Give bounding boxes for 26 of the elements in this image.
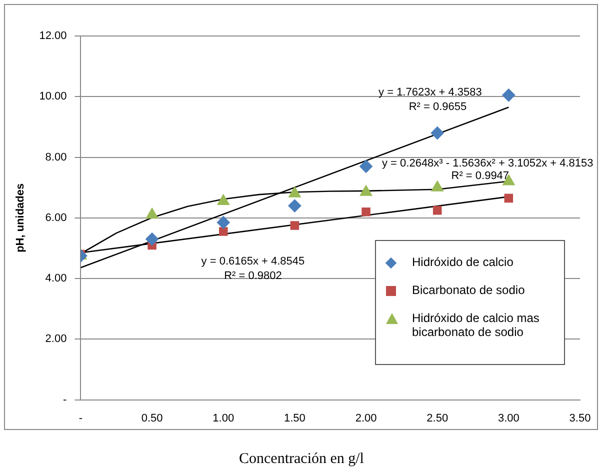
y-tick-label: 12.00 [39, 30, 67, 42]
x-tick-label: 2.50 [426, 412, 448, 424]
y-tick-label: 6.00 [45, 212, 67, 224]
y-tick-label: - [63, 394, 68, 406]
legend-label: Hidróxido de calcio [412, 255, 514, 269]
x-tick-label: 3.50 [569, 412, 591, 424]
y-tick-label: 4.00 [45, 272, 67, 285]
legend-label: Bicarbonato de sodio [412, 283, 525, 297]
x-tick-label: 2.00 [355, 412, 377, 424]
annotation: y = 1.7623x + 4.3583 [378, 86, 482, 98]
x-tick-label: 1.00 [212, 412, 234, 424]
annotation: y = 0.2648x³ - 1.5636x² + 3.1052x + 4.8153 [382, 157, 594, 170]
x-tick-label: 1.50 [284, 412, 306, 424]
annotation: R² = 0.9947 [451, 170, 510, 182]
x-tick-label: 3.00 [498, 412, 520, 424]
x-axis-title: Concentración en g/l [238, 451, 365, 468]
annotation: R² = 0.9655 [408, 100, 467, 113]
y-tick-label: 2.00 [45, 333, 67, 346]
y-axis-title: pH, unidades [14, 183, 27, 252]
annotation: R² = 0.9802 [224, 270, 282, 282]
x-tick-label: - [78, 412, 83, 424]
y-tick-label: 10.00 [39, 90, 67, 103]
y-tick-label: 8.00 [45, 151, 67, 164]
annotation: y = 0.6165x + 4.8545 [201, 256, 305, 268]
x-tick-label: 0.50 [141, 412, 163, 424]
legend-label: Hidróxido de calcio mas bicarbonato de sodio [412, 311, 540, 339]
